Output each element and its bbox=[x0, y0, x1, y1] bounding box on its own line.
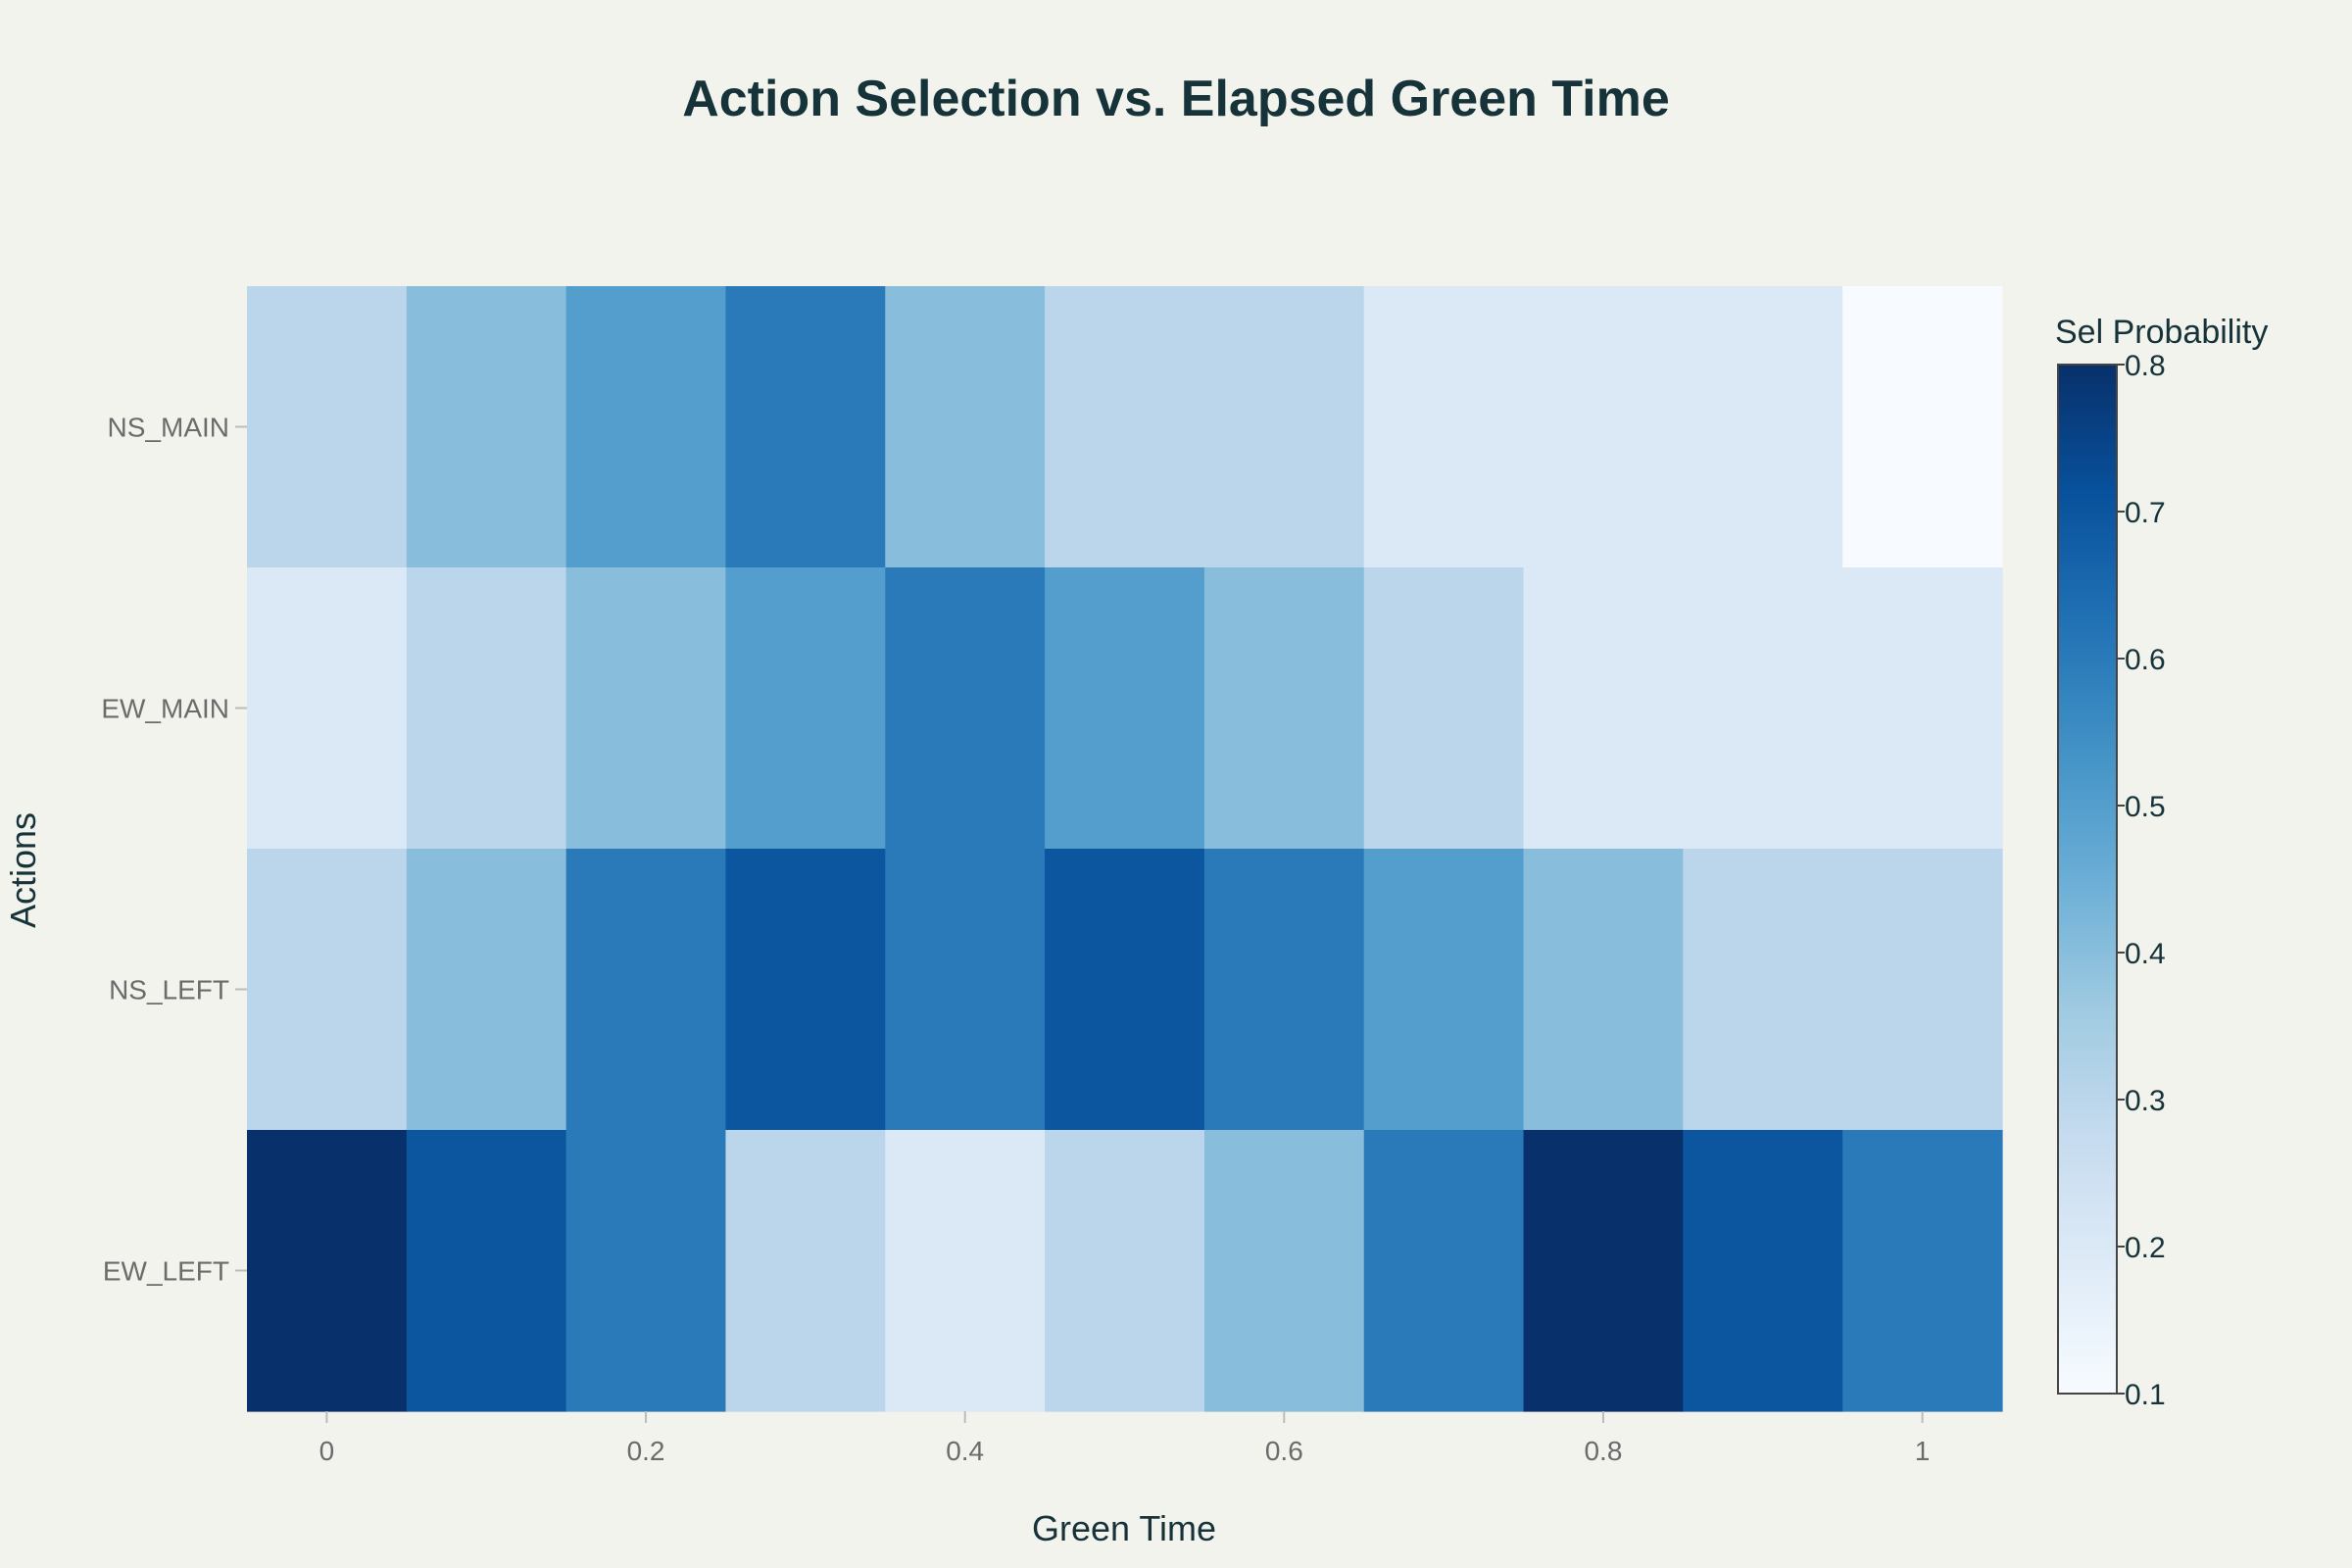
x-tick-label: 0.2 bbox=[627, 1436, 665, 1466]
y-axis-title: Actions bbox=[3, 812, 43, 928]
heatmap-cells bbox=[247, 286, 2003, 1412]
heatmap-cell-ew-main-3 bbox=[725, 567, 886, 850]
heatmap-cell-ew-left-8 bbox=[1523, 1130, 1684, 1412]
heatmap-cell-ew-main-7 bbox=[1363, 567, 1525, 850]
heatmap-cell-ew-left-7 bbox=[1363, 1130, 1525, 1412]
heatmap-cell-ew-left-6 bbox=[1203, 1130, 1365, 1412]
heatmap-cell-ns-left-1 bbox=[406, 849, 567, 1131]
heatmap-cell-ns-main-4 bbox=[885, 286, 1046, 568]
colorbar-tick-label: 0.2 bbox=[2125, 1232, 2166, 1264]
heatmap-cell-ns-left-3 bbox=[725, 849, 886, 1131]
heatmap-cell-ew-left-5 bbox=[1045, 1130, 1205, 1412]
heatmap-cell-ns-left-9 bbox=[1683, 849, 1843, 1131]
heatmap-cell-ew-main-0 bbox=[247, 567, 408, 850]
x-axis-title: Green Time bbox=[1032, 1508, 1216, 1548]
heatmap-cell-ns-left-10 bbox=[1842, 849, 2003, 1131]
heatmap-cell-ns-main-7 bbox=[1363, 286, 1525, 568]
y-tick-label: EW_MAIN bbox=[101, 694, 229, 724]
heatmap-cell-ns-left-7 bbox=[1363, 849, 1525, 1131]
heatmap-cell-ns-main-8 bbox=[1523, 286, 1684, 568]
colorbar: Sel Probability 0.1 0.2 0.3 0.4 0.5 0.6 0.7 0.8 bbox=[2055, 314, 2268, 1411]
heatmap-cell-ew-main-6 bbox=[1203, 567, 1365, 850]
heatmap-cell-ns-main-1 bbox=[406, 286, 567, 568]
x-axis-ticks: 0 0.2 0.4 0.6 0.8 1 bbox=[319, 1411, 1931, 1466]
heatmap-cell-ew-left-4 bbox=[885, 1130, 1046, 1412]
heatmap-cell-ns-main-9 bbox=[1683, 286, 1843, 568]
heatmap-cell-ns-main-6 bbox=[1203, 286, 1365, 568]
heatmap-cell-ns-main-10 bbox=[1842, 286, 2003, 568]
heatmap-cell-ew-main-9 bbox=[1683, 567, 1843, 850]
y-tick-label: EW_LEFT bbox=[103, 1256, 229, 1287]
heatmap-cell-ns-left-8 bbox=[1523, 849, 1684, 1131]
chart-title: Action Selection vs. Elapsed Green Time bbox=[682, 71, 1670, 127]
colorbar-title: Sel Probability bbox=[2055, 314, 2268, 351]
heatmap-cell-ns-left-2 bbox=[565, 849, 727, 1131]
colorbar-tick-label: 0.6 bbox=[2125, 644, 2166, 676]
colorbar-tick-label: 0.8 bbox=[2125, 350, 2166, 382]
heatmap-cell-ew-left-1 bbox=[406, 1130, 567, 1412]
heatmap-cell-ew-main-4 bbox=[885, 567, 1046, 850]
colorbar-tick-label: 0.3 bbox=[2125, 1085, 2166, 1117]
heatmap-cell-ns-main-0 bbox=[247, 286, 408, 568]
y-tick-label: NS_MAIN bbox=[108, 413, 229, 443]
colorbar-tick-label: 0.1 bbox=[2125, 1379, 2166, 1411]
heatmap-cell-ns-left-0 bbox=[247, 849, 408, 1131]
heatmap-cell-ew-main-8 bbox=[1523, 567, 1684, 850]
heatmap-cell-ew-main-5 bbox=[1045, 567, 1205, 850]
x-tick-label: 0 bbox=[319, 1436, 335, 1466]
heatmap-cell-ns-main-3 bbox=[725, 286, 886, 568]
heatmap-cell-ew-left-3 bbox=[725, 1130, 886, 1412]
x-tick-label: 0.4 bbox=[946, 1436, 984, 1466]
colorbar-tick-label: 0.5 bbox=[2125, 791, 2166, 823]
heatmap-cell-ew-left-10 bbox=[1842, 1130, 2003, 1412]
x-tick-label: 1 bbox=[1915, 1436, 1931, 1466]
heatmap-cell-ns-main-2 bbox=[565, 286, 727, 568]
x-tick-label: 0.6 bbox=[1265, 1436, 1303, 1466]
heatmap-cell-ew-main-2 bbox=[565, 567, 727, 850]
heatmap-cell-ns-main-5 bbox=[1045, 286, 1205, 568]
y-tick-label: NS_LEFT bbox=[109, 975, 229, 1005]
heatmap-cell-ew-left-2 bbox=[565, 1130, 727, 1412]
heatmap-cell-ew-left-0 bbox=[247, 1130, 408, 1412]
y-axis-ticks: NS_MAIN EW_MAIN NS_LEFT EW_LEFT bbox=[101, 413, 247, 1287]
colorbar-gradient bbox=[2057, 364, 2118, 1395]
heatmap-cell-ew-main-1 bbox=[406, 567, 567, 850]
x-tick-label: 0.8 bbox=[1584, 1436, 1622, 1466]
heatmap-cell-ns-left-5 bbox=[1045, 849, 1205, 1131]
heatmap-cell-ns-left-6 bbox=[1203, 849, 1365, 1131]
colorbar-tick-label: 0.7 bbox=[2125, 497, 2166, 529]
colorbar-ticks: 0.1 0.2 0.3 0.4 0.5 0.6 0.7 0.8 bbox=[2117, 350, 2166, 1411]
heatmap-cell-ew-main-10 bbox=[1842, 567, 2003, 850]
heatmap-cell-ns-left-4 bbox=[885, 849, 1046, 1131]
colorbar-tick-label: 0.4 bbox=[2125, 938, 2166, 970]
heatmap-cell-ew-left-9 bbox=[1683, 1130, 1843, 1412]
